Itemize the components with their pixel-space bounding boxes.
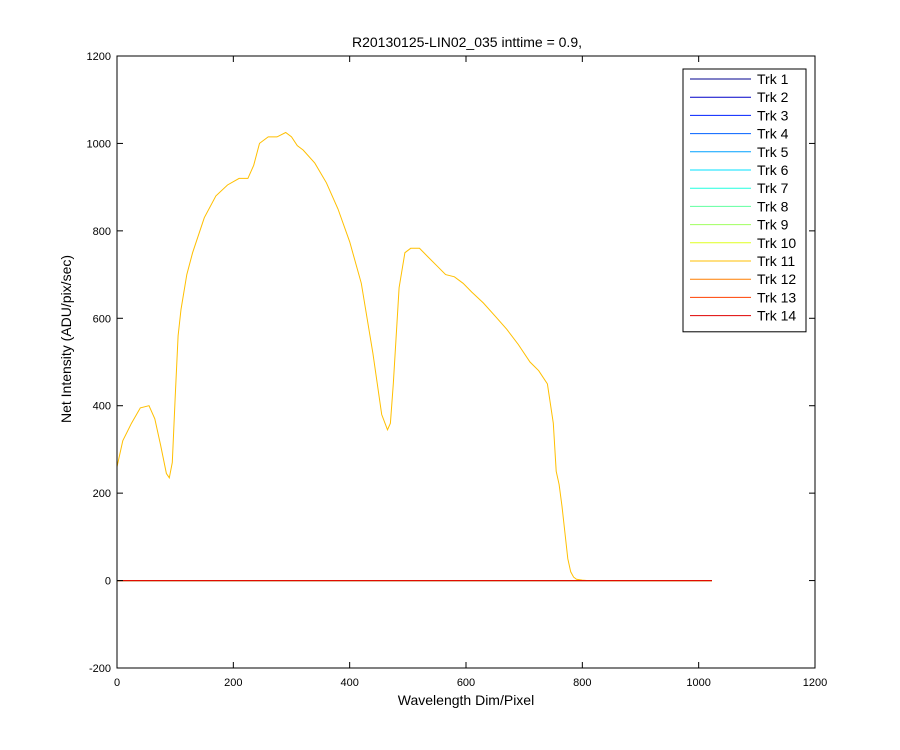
- legend-label: Trk 13: [757, 289, 796, 305]
- x-tick-label: 200: [224, 677, 242, 689]
- series-layer: [116, 131, 712, 582]
- legend-label: Trk 12: [757, 271, 796, 287]
- legend-label: Trk 2: [757, 89, 789, 105]
- y-tick-label: 1200: [87, 51, 111, 63]
- y-tick-label: 600: [93, 313, 111, 325]
- legend-label: Trk 14: [757, 308, 796, 324]
- x-tick-label: 0: [114, 677, 120, 689]
- legend-label: Trk 5: [757, 144, 789, 160]
- legend-label: Trk 7: [757, 180, 789, 196]
- x-tick-label: 400: [340, 677, 358, 689]
- y-axis-title: Net Intensity (ADU/pix/sec): [58, 255, 74, 423]
- y-tick-label: 0: [105, 576, 111, 588]
- legend-label: Trk 3: [757, 107, 789, 123]
- chart-title: R20130125-LIN02_035 inttime = 0.9,: [352, 34, 582, 50]
- legend-label: Trk 11: [757, 253, 795, 269]
- y-tick-label: 400: [93, 401, 111, 413]
- x-tick-label: 1200: [803, 677, 827, 689]
- legend-label: Trk 1: [757, 71, 789, 87]
- legend-label: Trk 9: [757, 217, 789, 233]
- tick-layer: 0 200 400 600 800 1000 1200-200020040060080010…: [87, 51, 828, 689]
- x-axis-title: Wavelength Dim/Pixel: [398, 692, 534, 708]
- x-tick-label: 600: [457, 677, 475, 689]
- legend-label: Trk 8: [757, 198, 789, 214]
- legend-label: Trk 10: [757, 235, 796, 251]
- legend-label: Trk 4: [757, 126, 789, 142]
- x-tick-label: 1000: [686, 677, 710, 689]
- series-line-trk-11: [116, 131, 712, 582]
- y-tick-label: -200: [89, 663, 111, 675]
- y-tick-label: 800: [93, 226, 111, 238]
- legend-box: [682, 68, 807, 333]
- legend: Trk 1 Trk 2 Trk 3 Trk 4 Trk 5 Trk 6 Trk 7 Trk 8…: [682, 68, 807, 333]
- y-tick-label: 1000: [87, 138, 111, 150]
- legend-label: Trk 6: [757, 162, 789, 178]
- y-tick-label: 200: [93, 488, 111, 500]
- x-tick-label: 800: [573, 677, 591, 689]
